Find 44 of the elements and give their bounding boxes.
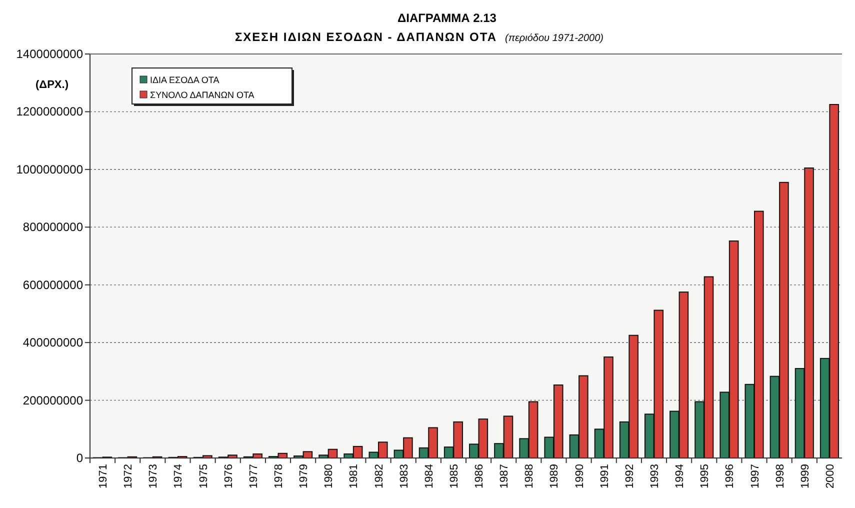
y-tick-label: 1200000000 <box>16 104 84 119</box>
x-tick-label: 1982 <box>373 464 386 488</box>
x-tick-label: 1974 <box>172 464 185 488</box>
x-tick-label: 1976 <box>222 464 235 488</box>
x-tick-label: 1973 <box>148 464 160 488</box>
x-tick-label: 1977 <box>248 464 260 488</box>
x-tick-label: 1991 <box>598 464 611 488</box>
x-tick-label: 1980 <box>323 464 336 488</box>
x-tick-label: 1999 <box>799 464 812 488</box>
x-tick-label: 1993 <box>649 464 661 488</box>
y-tick-label: 400000000 <box>22 336 84 350</box>
x-tick-label: 1998 <box>774 464 786 488</box>
legend-label: ΙΔΙΑ ΕΣΟΔΑ ΟΤΑ <box>150 75 220 85</box>
y-tick-label: 1400000000 <box>16 47 84 61</box>
x-tick-label: 1985 <box>448 464 460 488</box>
x-tick-label: 1971 <box>98 464 110 488</box>
y-tick-label: 800000000 <box>22 220 84 234</box>
x-tick-label: 1992 <box>624 464 636 488</box>
x-tick-label: 1990 <box>574 464 586 488</box>
legend-label: ΣΥΝΟΛΟ ΔΑΠΑΝΩΝ ΟΤΑ <box>150 90 254 100</box>
y-tick-label: 0 <box>76 451 84 465</box>
y-axis-title: (ΔΡΧ.) <box>36 79 69 91</box>
x-tick-label: 1994 <box>674 464 686 488</box>
x-tick-label: 2000 <box>824 464 836 488</box>
x-tick-label: 1979 <box>298 464 310 488</box>
x-tick-label: 1987 <box>498 464 511 488</box>
x-tick-label: 1989 <box>548 464 561 488</box>
x-tick-label: 1975 <box>198 464 210 488</box>
x-tick-label: 1984 <box>423 464 436 488</box>
x-tick-label: 1996 <box>724 464 736 488</box>
chart-subtitle: ΣΧΕΣΗ ΙΔΙΩΝ ΕΣΟΔΩΝ - ΔΑΠΑΝΩΝ ΟΤΑ <box>234 30 497 44</box>
chart-title: ΔΙΑΓΡΑΜΜΑ 2.13 <box>398 11 497 25</box>
y-tick-label: 600000000 <box>22 278 84 292</box>
x-tick-label: 1978 <box>273 464 285 488</box>
x-tick-label: 1983 <box>398 464 410 488</box>
x-tick-label: 1995 <box>699 464 712 488</box>
x-tick-label: 1997 <box>749 464 762 488</box>
y-tick-label: 1000000000 <box>16 162 84 176</box>
x-tick-label: 1981 <box>348 464 360 488</box>
y-tick-label: 200000000 <box>22 393 84 408</box>
text: (περιόδου 1971-2000) <box>505 33 604 44</box>
x-tick-label: 1986 <box>474 464 486 488</box>
x-tick-label: 1988 <box>524 464 536 488</box>
x-tick-label: 1972 <box>122 464 135 488</box>
